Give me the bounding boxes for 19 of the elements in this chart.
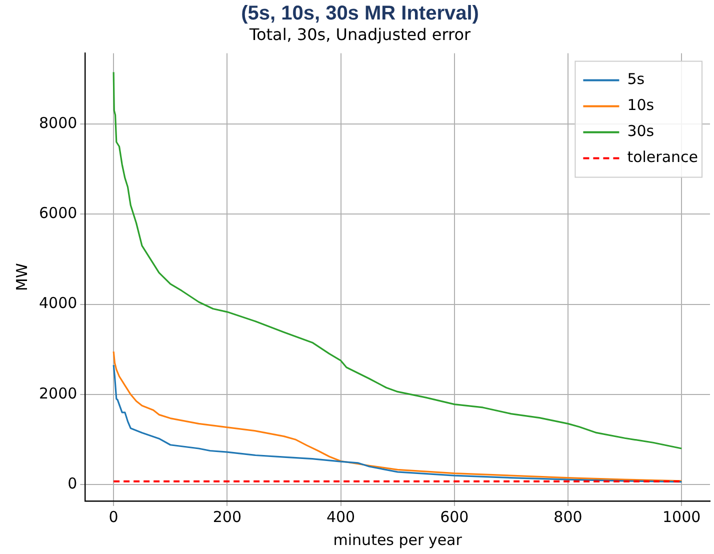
chart-title: (5s, 10s, 30s MR Interval): [241, 2, 479, 25]
chart-subtitle: Total, 30s, Unadjusted error: [248, 24, 472, 44]
legend-label: 30s: [627, 122, 654, 140]
x-tick-label: 1000: [662, 508, 701, 526]
y-tick-label: 4000: [38, 294, 78, 312]
legend-label: 10s: [627, 96, 654, 114]
y-tick-label: 6000: [38, 204, 78, 222]
x-axis-title: minutes per year: [333, 530, 463, 549]
legend-label: tolerance: [627, 148, 698, 166]
legend-label: 5s: [627, 70, 645, 88]
y-tick-label: 2000: [38, 384, 78, 402]
x-tick-label: 200: [212, 508, 242, 526]
x-tick-label: 600: [440, 508, 469, 526]
y-tick-label: 8000: [38, 114, 78, 132]
y-axis-title: MW: [12, 263, 31, 291]
x-tick-label: 0: [108, 508, 118, 526]
x-tick-label: 800: [554, 508, 582, 526]
x-tick-label: 400: [326, 508, 356, 526]
y-tick-label: 0: [68, 474, 78, 492]
